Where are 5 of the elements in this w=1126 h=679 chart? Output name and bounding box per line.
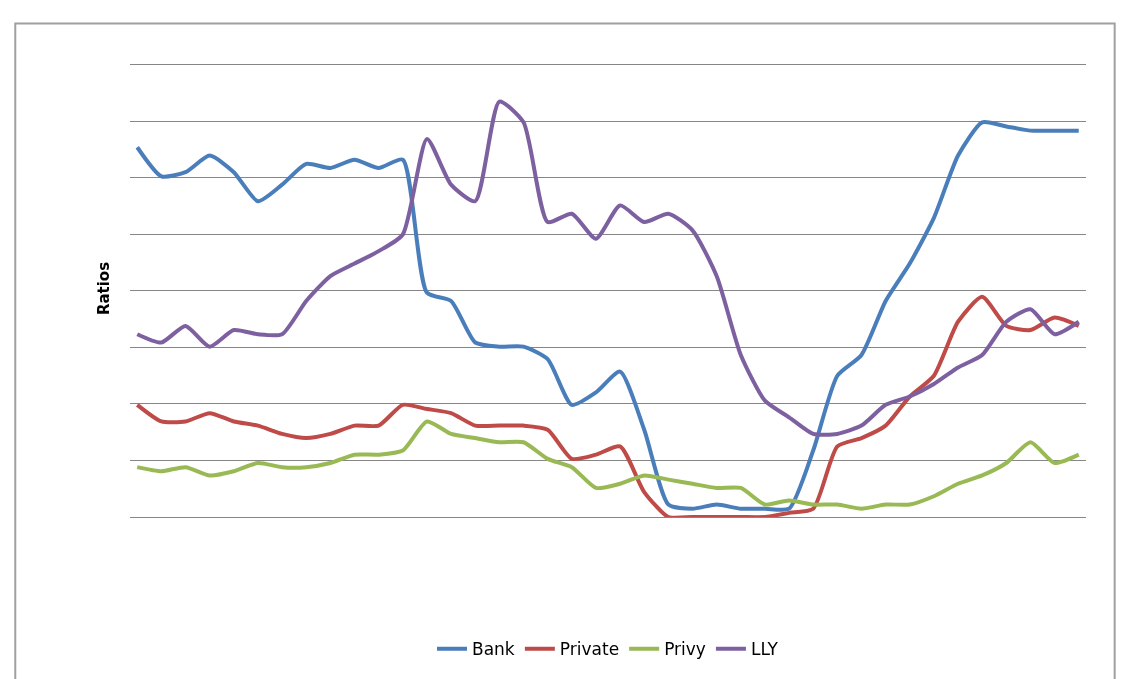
legend-label: Private [559, 639, 620, 660]
legend-label: Privy [664, 639, 706, 660]
legend-label: LLY [750, 639, 779, 660]
y-axis-title: Ratios [95, 261, 114, 316]
legend-label: Bank [472, 639, 515, 660]
